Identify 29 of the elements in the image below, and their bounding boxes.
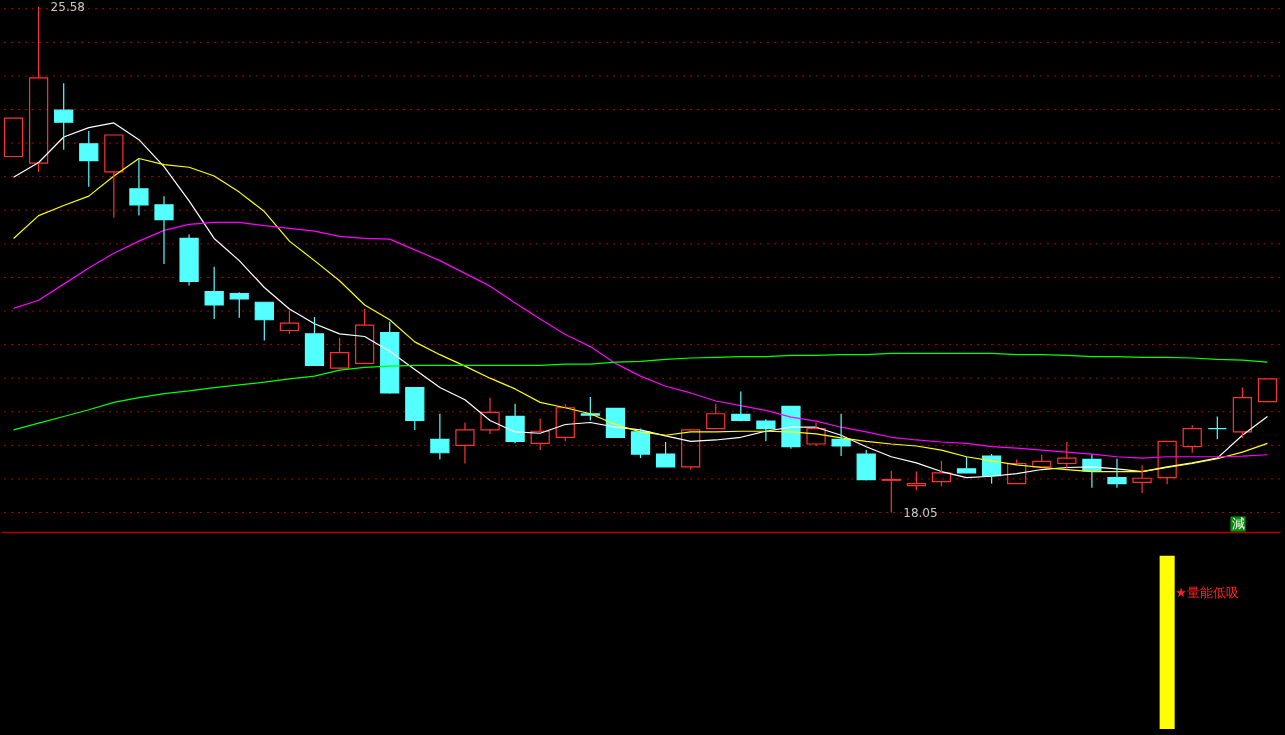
annotation: 25.58	[50, 0, 85, 14]
candlestick	[28, 6, 49, 173]
candlestick	[129, 158, 149, 217]
candlestick	[104, 134, 124, 219]
annotation: 減	[1231, 516, 1245, 531]
candlestick	[1257, 378, 1278, 403]
candlestick	[154, 195, 174, 265]
candlestick	[781, 405, 801, 450]
candlestick	[681, 429, 701, 471]
candlestick	[54, 82, 74, 151]
candlestick	[455, 421, 475, 465]
candlestick	[3, 117, 24, 158]
candlestick	[881, 470, 901, 514]
candlestick	[430, 413, 450, 461]
candlestick	[831, 413, 851, 457]
candlestick	[405, 386, 425, 431]
candlestick	[806, 421, 826, 447]
candlestick	[1132, 464, 1152, 494]
candlestick	[480, 397, 500, 435]
annotation: ★量能低吸	[1175, 585, 1239, 601]
annotation: 18.05	[903, 505, 938, 520]
candlestick	[1157, 440, 1177, 485]
candlestick	[731, 391, 751, 422]
candlestick	[756, 418, 776, 442]
candlestick	[179, 233, 199, 287]
candlestick	[505, 403, 525, 444]
candlestick	[1107, 458, 1127, 489]
candlestick	[229, 292, 249, 319]
candlestick	[254, 301, 274, 342]
